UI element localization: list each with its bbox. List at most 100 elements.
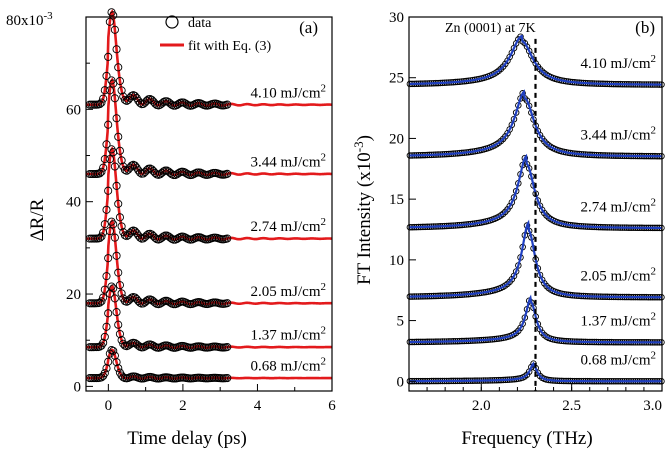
panel-a-data-point-5-21 xyxy=(120,95,129,104)
panel-a-data-point-4-7 xyxy=(97,167,106,176)
panel-b-y-tick-label-0: 0 xyxy=(397,374,405,390)
panel-b-y-tick-label-4: 20 xyxy=(389,131,404,147)
panel-a-fluence-label-4-sup: 2 xyxy=(321,152,327,164)
panel-a-fluence-label-5-sup: 2 xyxy=(321,82,327,94)
panel-a-data-point-4-12 xyxy=(105,86,114,95)
panel-a-data-point-1-13 xyxy=(107,282,116,291)
panel-a-fluence-label-2: 2.05 mJ/cm2 xyxy=(251,281,327,300)
panel-b-x-tick-label-0: 2.0 xyxy=(472,398,491,414)
panel-b-data-point-5-45 xyxy=(504,57,511,64)
panel-b-data-point-2-45 xyxy=(504,280,511,288)
panel-a-data-point-4-58 xyxy=(182,169,192,178)
panel-a-data-point-2-19 xyxy=(117,289,126,298)
panel-b-data-point-1-49 xyxy=(512,329,520,337)
panel-a-label: (a) xyxy=(299,18,318,37)
panel-b-title: Zn (0001) at 7K xyxy=(445,21,536,36)
panel-a-data-point-4-16 xyxy=(112,114,121,123)
panel-b-data-point-0-53 xyxy=(521,373,529,380)
panel-a-data-point-2-15 xyxy=(110,233,119,242)
panel-a-data-point-3-18 xyxy=(115,213,124,222)
panel-a-data-point-5-9 xyxy=(100,86,109,95)
panel-b-fluence-label-4-value: 3.44 mJ/cm xyxy=(581,128,651,144)
panel-b-y-tick-label-1: 5 xyxy=(397,314,405,330)
panel-a-data-point-2-18 xyxy=(115,281,124,290)
panel-a-fluence-label-5-value: 4.10 mJ/cm xyxy=(251,85,321,101)
panel-a-data-point-3-19 xyxy=(117,222,126,231)
panel-a-data-point-1-16 xyxy=(112,308,121,317)
panel-b-data-point-5-61 xyxy=(538,68,546,75)
panel-b-label: (b) xyxy=(635,18,655,37)
panel-a-data-point-5-18 xyxy=(115,76,124,86)
panel-a-data-point-3-11 xyxy=(104,186,113,195)
panel-a-data-point-0-14 xyxy=(109,346,118,355)
panel-a-data-point-5-7 xyxy=(97,98,106,107)
panel-a-data-point-3-21 xyxy=(120,231,129,240)
panel-a-data-point-2-9 xyxy=(100,285,109,294)
panel-b-fluence-label-0-value: 0.68 mJ/cm xyxy=(581,352,651,368)
panel-b-fit-line-4 xyxy=(408,89,662,158)
panel-a-data-point-1-10 xyxy=(102,322,111,331)
panel-b-data-point-5-42 xyxy=(497,65,505,73)
panel-b-data-point-4-54 xyxy=(523,97,531,104)
panel-b-frame xyxy=(408,16,663,392)
panel-a-frame-rect xyxy=(85,16,333,392)
panel-a-x-tick-label-1: 2 xyxy=(179,398,187,414)
panel-b-data-point-4-60 xyxy=(536,131,544,139)
panel-a-data-point-1-82 xyxy=(223,343,232,352)
panel-a-data-point-3-82 xyxy=(223,234,232,243)
panel-a-data-point-5-16 xyxy=(112,45,121,54)
panel-a-fluence-label-0-sup: 2 xyxy=(321,356,327,368)
panel-a-data-point-1-18 xyxy=(115,329,124,339)
panel-a-y-exponent-base: x10 xyxy=(21,13,44,29)
panel-b-y-tick-label-2: 10 xyxy=(389,253,404,269)
panel-a-data-point-4-19 xyxy=(117,156,126,165)
panel-a-data-point-0-82 xyxy=(223,373,232,383)
panel-a-plot-area xyxy=(85,8,333,383)
panel-a-data-point-5-10 xyxy=(102,71,111,80)
panel-b-x-tick-label-1: 2.5 xyxy=(562,398,581,414)
panel-a-data-series-3 xyxy=(85,145,232,244)
panel-a-fluence-label-3-value: 2.74 mJ/cm xyxy=(251,219,321,235)
panel-a-data-point-5-82 xyxy=(223,100,232,109)
panel-a-fluence-label-0: 0.68 mJ/cm2 xyxy=(251,356,327,375)
panel-a-data-point-2-8 xyxy=(99,293,108,302)
panel-a-data-point-3-16 xyxy=(112,181,121,190)
panel-a-data-series-4 xyxy=(85,76,232,180)
panel-a-data-point-2-10 xyxy=(102,272,111,281)
panel-a-data-point-1-11 xyxy=(104,309,113,318)
panel-a-data-point-4-21 xyxy=(120,165,129,174)
panel-a-data-point-3-7 xyxy=(97,232,106,241)
panel-a-data-point-3-8 xyxy=(99,228,108,237)
panel-a-data-point-3-15 xyxy=(110,162,119,171)
panel-b-y-title-close: ) xyxy=(354,135,375,141)
panel-a-data-point-4-8 xyxy=(99,163,108,172)
panel-a-data-point-5-17 xyxy=(114,63,123,72)
panel-a-data-point-4-9 xyxy=(100,155,109,164)
panel-a-data-point-5-15 xyxy=(110,25,119,34)
panel-a-data-point-4-17 xyxy=(114,132,123,141)
panel-a-data-series-0 xyxy=(85,346,232,383)
panel-a-data-point-1-34 xyxy=(142,341,151,350)
panel-a-data-point-4-25 xyxy=(127,161,136,170)
panel-a-data-point-3-9 xyxy=(100,220,109,229)
panel-b-data-point-4-45 xyxy=(504,130,511,137)
panel-b-data-point-4-62 xyxy=(541,138,548,145)
panel-a-data-series-5 xyxy=(85,8,232,110)
panel-b-data-point-3-63 xyxy=(543,212,550,219)
panel-a-data-series-1 xyxy=(85,282,232,352)
panel-b-y-tick-label-5: 25 xyxy=(389,71,404,87)
panel-b-x-tick-label-2: 3.0 xyxy=(643,398,662,414)
panel-b-fluence-label-3: 2.74 mJ/cm2 xyxy=(581,196,657,215)
panel-a-y-tick-label-0: 0 xyxy=(74,379,82,395)
panel-a-data-point-4-82 xyxy=(223,169,232,178)
panel-b-fluence-label-1-sup: 2 xyxy=(651,310,657,322)
panel-a-fluence-label-3-sup: 2 xyxy=(321,216,327,228)
panel-a-y-exponent-power: -3 xyxy=(44,10,54,22)
legend-fit-label: fit with Eq. (3) xyxy=(188,39,272,54)
panel-b-fluence-label-5-value: 4.10 mJ/cm xyxy=(581,56,651,72)
panel-a-x-ticks: 0 2 4 6 xyxy=(105,384,336,414)
panel-a-fluence-label-2-sup: 2 xyxy=(321,281,327,293)
